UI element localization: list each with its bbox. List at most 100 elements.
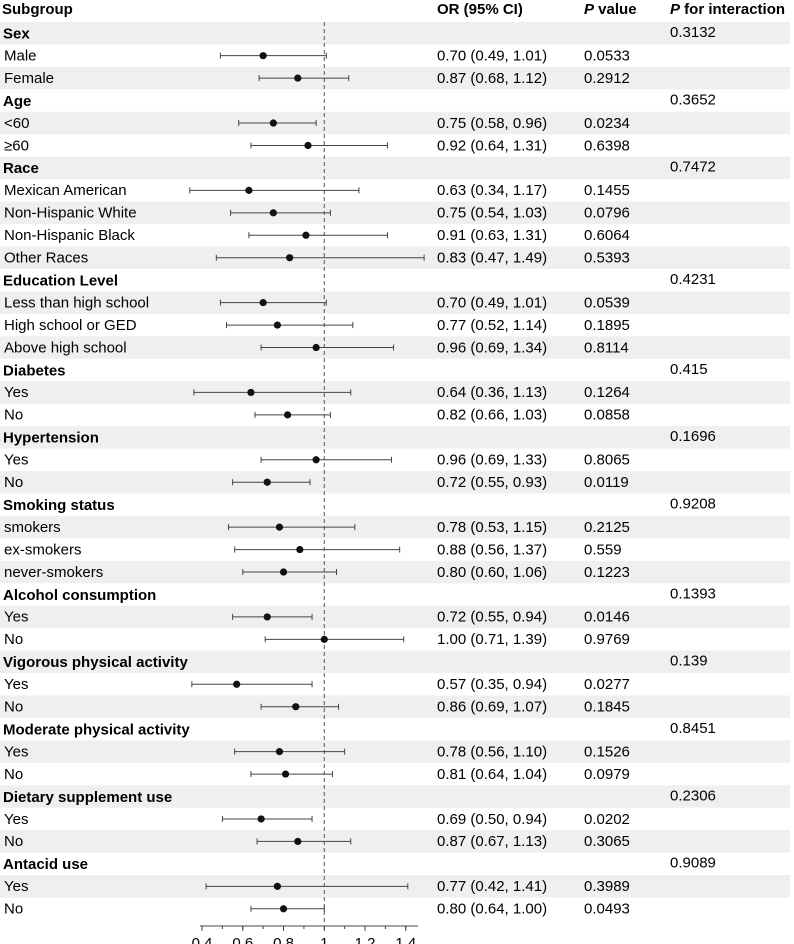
or-point <box>320 635 328 643</box>
p-value: 0.1455 <box>584 182 630 199</box>
or-point <box>273 321 282 329</box>
group-label: Moderate physical activity <box>3 721 190 738</box>
table-row: No 0.80 (0.64, 1.00) 0.0493 <box>4 901 630 918</box>
row-stripe <box>0 111 790 135</box>
or-point <box>245 186 253 194</box>
or-point <box>259 52 267 60</box>
table-row: Other Races 0.83 (0.47, 1.49) 0.5393 <box>4 250 630 267</box>
table-row: No 0.86 (0.69, 1.07) 0.1845 <box>4 699 630 716</box>
or-ci-value: 0.86 (0.69, 1.07) <box>437 699 547 716</box>
table-row: Female 0.87 (0.68, 1.12) 0.2912 <box>4 70 630 87</box>
p-value: 0.9769 <box>584 631 630 648</box>
group-header-row: Dietary supplement use 0.2306 <box>3 787 716 806</box>
or-ci-value: 0.77 (0.42, 1.41) <box>437 878 547 895</box>
p-value: 0.0493 <box>584 901 630 918</box>
subgroup-label: No <box>4 901 23 918</box>
p-value: 0.8065 <box>584 452 630 469</box>
header-subgroup: Subgroup <box>2 1 73 18</box>
p-interaction-value: 0.1696 <box>670 428 716 445</box>
or-ci-value: 0.91 (0.63, 1.31) <box>437 227 547 244</box>
group-label: Sex <box>3 26 30 43</box>
p-value: 0.1223 <box>584 564 630 581</box>
or-point <box>312 343 320 352</box>
subgroup-label: Yes <box>4 384 28 401</box>
row-stripe <box>0 381 790 404</box>
x-tick-label: 1.4 <box>395 935 416 944</box>
subgroup-label: No <box>4 833 23 850</box>
p-value: 0.0202 <box>584 811 630 828</box>
p-value: 0.0539 <box>584 294 630 311</box>
or-point <box>275 523 284 531</box>
header-or-ci: OR (95% CI) <box>437 1 523 18</box>
group-label: Race <box>3 160 39 177</box>
x-tick-label: 1.2 <box>355 935 376 944</box>
x-tick-label: 0.6 <box>232 935 253 944</box>
group-header-row: Moderate physical activity 0.8451 <box>3 720 716 739</box>
or-ci-value: 0.78 (0.53, 1.15) <box>437 519 547 536</box>
p-value: 0.0277 <box>584 676 630 693</box>
x-axis: 0.4 0.6 0.8 1 1.2 1.4 <box>192 925 418 944</box>
subgroup-label: Female <box>4 70 54 87</box>
table-row: No 0.72 (0.55, 0.93) 0.0119 <box>4 474 629 491</box>
or-point <box>247 388 255 397</box>
row-stripes <box>0 22 790 898</box>
table-row: Less than high school 0.70 (0.49, 1.01) 0.… <box>4 294 630 311</box>
or-point <box>302 231 310 239</box>
or-point <box>259 299 267 307</box>
or-ci-value: 0.96 (0.69, 1.33) <box>437 452 547 469</box>
p-interaction-value: 0.3652 <box>670 91 716 108</box>
or-point <box>281 770 290 778</box>
table-row: Yes 0.72 (0.55, 0.94) 0.0146 <box>4 609 630 626</box>
row-stripe <box>0 291 790 314</box>
p-value: 0.1845 <box>584 699 630 716</box>
or-ci-value: 0.69 (0.50, 0.94) <box>437 811 547 828</box>
table-rows: Sex 0.3132 Male 0.70 (0.49, 1.01) 0.0533 Fema… <box>3 24 716 918</box>
or-point <box>312 456 320 464</box>
subgroup-label: Above high school <box>4 339 127 356</box>
or-ci-value: 0.80 (0.64, 1.00) <box>437 901 547 918</box>
p-interaction-value: 0.1393 <box>670 585 716 602</box>
or-point <box>233 680 241 688</box>
subgroup-label: Yes <box>4 878 28 895</box>
p-interaction-value: 0.7472 <box>670 159 716 176</box>
subgroup-label: Male <box>4 47 37 64</box>
p-interaction-value: 0.2306 <box>670 787 716 804</box>
p-value: 0.0234 <box>584 115 630 132</box>
or-ci-value: 1.00 (0.71, 1.39) <box>437 631 547 648</box>
p-interaction-value: 0.4231 <box>670 271 716 288</box>
table-row: Non-Hispanic Black 0.91 (0.63, 1.31) 0.606… <box>4 227 630 244</box>
table-row: smokers 0.78 (0.53, 1.15) 0.2125 <box>4 519 630 536</box>
p-value: 0.0533 <box>584 47 630 64</box>
group-header-row: Age 0.3652 <box>3 91 716 110</box>
table-row: Male 0.70 (0.49, 1.01) 0.0533 <box>4 47 630 64</box>
p-value: 0.0119 <box>584 474 629 491</box>
group-header-row: Vigorous physical activity 0.139 <box>3 653 708 672</box>
p-value: 0.2912 <box>584 70 630 87</box>
or-point <box>296 545 304 554</box>
subgroup-label: ≥60 <box>4 137 29 154</box>
subgroup-label: Yes <box>4 609 28 626</box>
or-point <box>292 703 300 711</box>
table-row: Yes 0.57 (0.35, 0.94) 0.0277 <box>4 676 630 693</box>
row-stripe <box>0 695 790 718</box>
p-value: 0.0858 <box>584 407 630 424</box>
or-point <box>273 882 282 890</box>
or-point <box>294 837 302 846</box>
or-ci-value: 0.77 (0.52, 1.14) <box>437 317 547 334</box>
p-value: 0.8114 <box>584 339 629 356</box>
group-label: Age <box>3 93 31 110</box>
group-label: Diabetes <box>3 362 66 379</box>
x-tick-label: 1 <box>320 935 328 944</box>
row-stripe <box>0 785 790 808</box>
table-row: Mexican American 0.63 (0.34, 1.17) 0.1455 <box>4 182 630 199</box>
table-row: Yes 0.69 (0.50, 0.94) 0.0202 <box>4 811 630 828</box>
row-stripe <box>0 426 790 449</box>
p-value: 0.559 <box>584 541 622 558</box>
or-ci-value: 0.64 (0.36, 1.13) <box>437 384 547 401</box>
or-ci-value: 0.63 (0.34, 1.17) <box>437 182 547 199</box>
or-ci-value: 0.80 (0.60, 1.06) <box>437 564 547 581</box>
p-interaction-value: 0.3132 <box>670 24 716 41</box>
p-interaction-value: 0.9208 <box>670 495 716 512</box>
header-p-value-italic: P <box>584 1 595 18</box>
